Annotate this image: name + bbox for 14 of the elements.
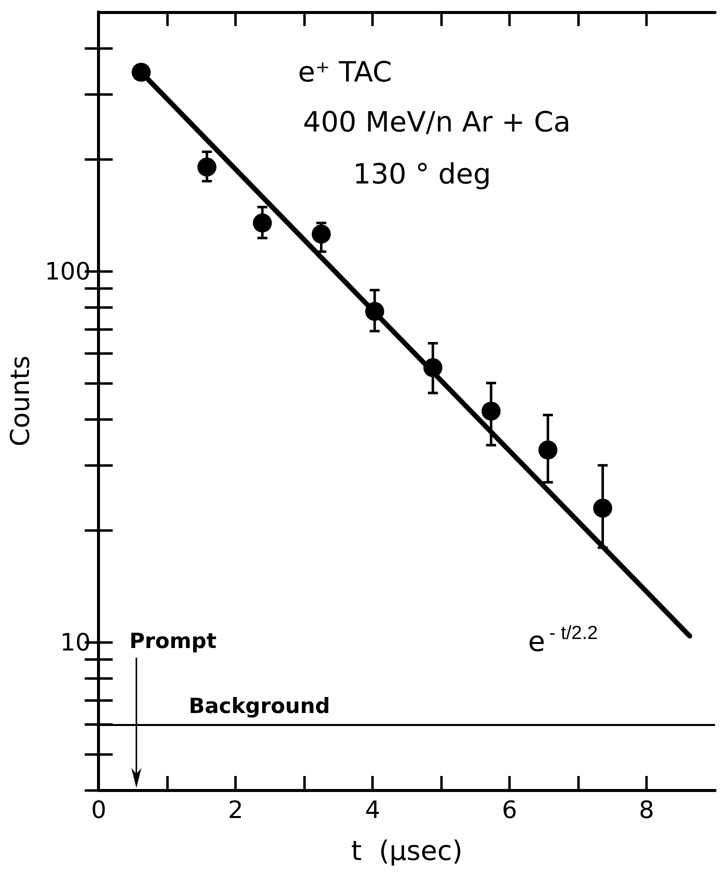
annotation: e⁺ TAC [298,56,392,88]
ref-line-label: Prompt [129,629,217,654]
x-tick-label: 6 [502,796,518,824]
x-tick-label: 4 [364,796,380,824]
annotation: 130 ° deg [353,158,492,190]
ref-line-label: Background [188,694,330,718]
y-axis-title: Counts [6,356,36,446]
y-tick-label: 10 [60,628,91,656]
x-tick-label: 0 [91,796,106,824]
x-axis-title: t (μsec) [351,836,463,867]
x-tick-label: 8 [638,796,654,824]
y-tick-label: 100 [44,257,91,286]
x-tick-label: 2 [228,796,244,824]
annotation: 400 MeV/n Ar + Ca [303,106,571,138]
